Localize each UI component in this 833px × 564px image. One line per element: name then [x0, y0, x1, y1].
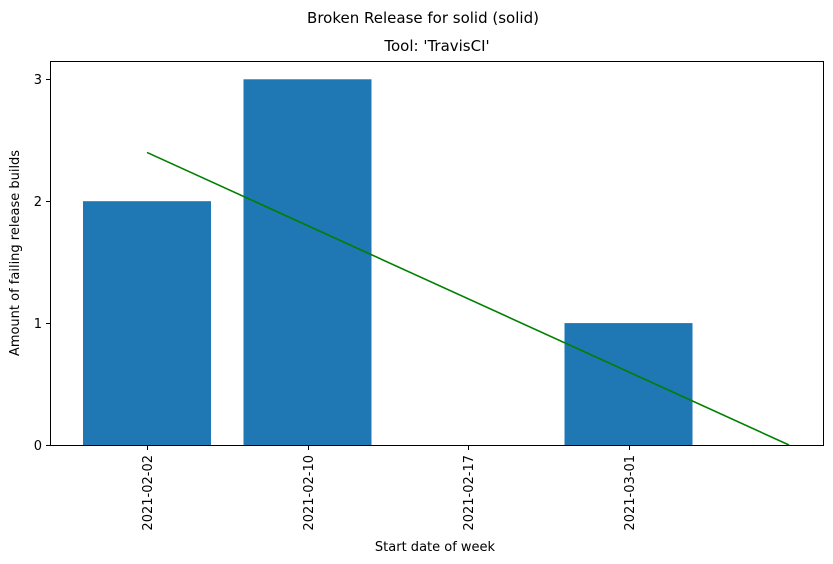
chart-title: Tool: 'TravisCI' — [383, 37, 489, 55]
bar-2021-02-10 — [243, 79, 372, 446]
x-axis-label: Start date of week — [375, 540, 496, 555]
bars-layer — [83, 79, 693, 446]
bar-2021-03-01 — [564, 323, 693, 445]
trend-line — [146, 151, 790, 446]
y-axis-label: Amount of failing release builds — [8, 150, 23, 356]
bar-2021-02-02 — [83, 201, 211, 445]
y-tick-label: 0 — [34, 439, 42, 454]
y-tick-label: 1 — [34, 317, 42, 332]
trend-layer — [146, 151, 790, 446]
y-tick-label: 3 — [34, 73, 42, 88]
x-tick-label: 2021-03-01 — [623, 455, 638, 531]
y-tick-label: 2 — [34, 195, 42, 210]
y-axis: 0 1 2 3 — [34, 73, 51, 454]
x-tick-label: 2021-02-02 — [141, 455, 156, 531]
chart-suptitle: Broken Release for solid (solid) — [307, 9, 539, 27]
x-tick-label: 2021-02-17 — [462, 455, 477, 531]
plot-frame — [50, 61, 824, 446]
x-axis: 2021-02-02 2021-02-10 2021-02-17 2021-03-01 — [141, 445, 638, 531]
x-tick-label: 2021-02-10 — [302, 455, 317, 531]
